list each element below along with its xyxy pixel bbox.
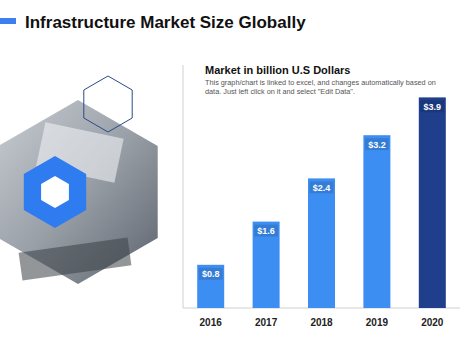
icon-hexagon-inner (41, 176, 69, 208)
data-label: $3.2 (368, 140, 386, 150)
y-axis (183, 65, 184, 308)
x-tick-label: 2019 (366, 317, 389, 328)
label-box (310, 181, 334, 193)
bar (308, 178, 335, 308)
icon-hexagon (24, 156, 86, 228)
canvas: Infrastructure Market Size Globally Marke… (0, 0, 474, 355)
data-label: $2.4 (313, 183, 331, 193)
x-tick-label: 2020 (421, 317, 444, 328)
page-title: Infrastructure Market Size Globally (25, 13, 306, 32)
label-box (365, 138, 389, 150)
chart-title: Market in billion U.S Dollars (205, 64, 350, 76)
bars (197, 97, 446, 308)
outline-hexagon (84, 76, 132, 132)
label-box (254, 225, 278, 237)
x-tick-label: 2016 (200, 317, 223, 328)
x-tick-label: 2018 (310, 317, 333, 328)
photo-hexagon (0, 100, 158, 284)
keyboard-shape (19, 237, 132, 280)
chart-note: This graph/chart is linked to excel, and… (205, 78, 437, 96)
x-tick-label: 2017 (255, 317, 278, 328)
bar (419, 97, 446, 308)
data-label: $1.6 (257, 226, 275, 236)
bar (363, 135, 390, 308)
title-accent (0, 18, 16, 24)
data-label: $3.9 (424, 102, 442, 112)
label-box (420, 100, 444, 112)
bar (253, 222, 280, 308)
data-label: $0.8 (202, 269, 220, 279)
bar (197, 265, 224, 308)
label-box (199, 268, 223, 280)
